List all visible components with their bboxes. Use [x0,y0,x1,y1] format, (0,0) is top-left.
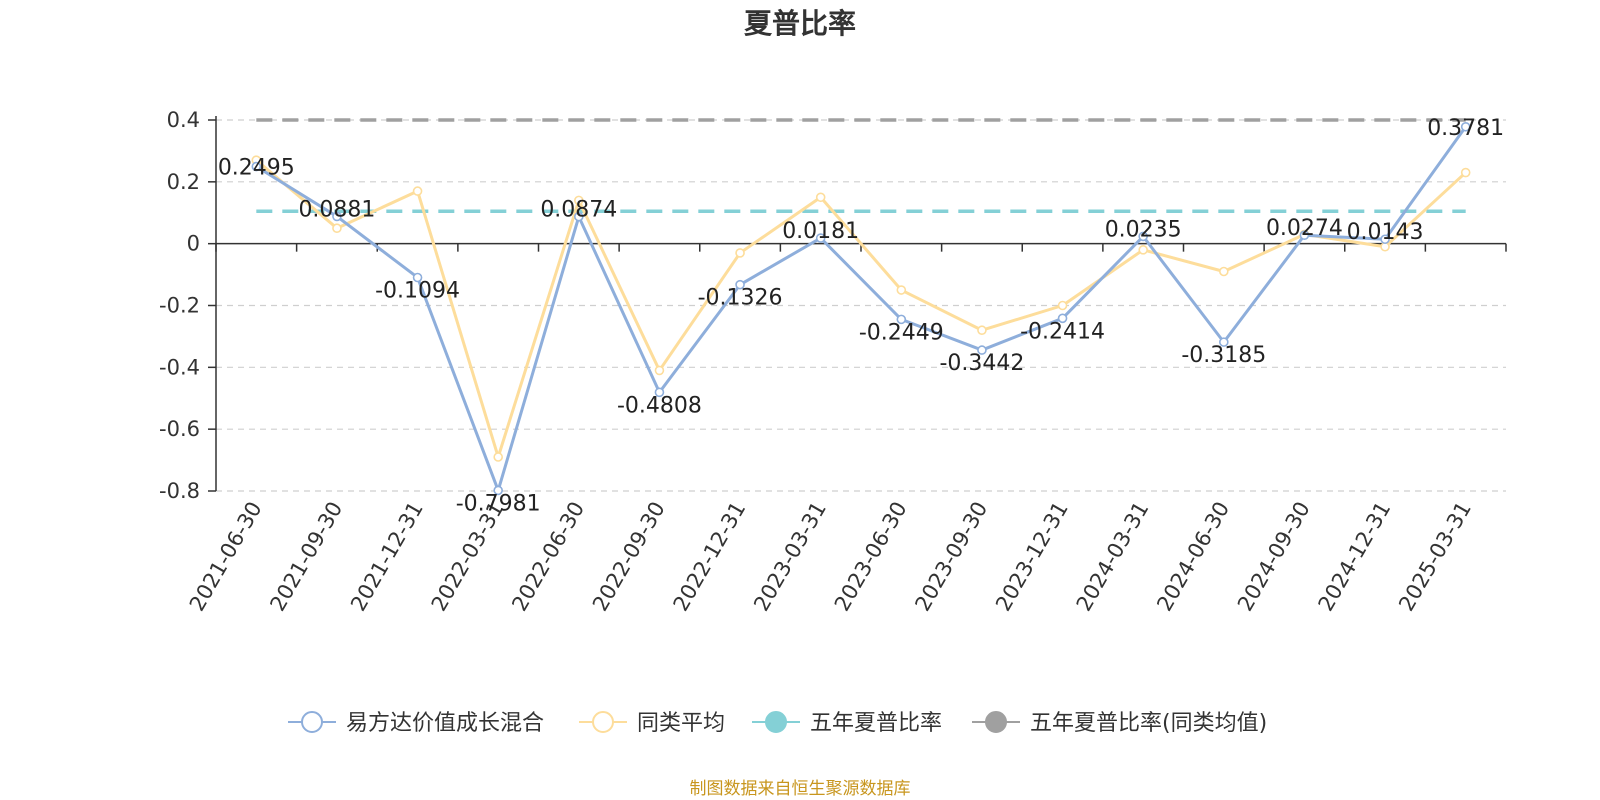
series-line [255,125,1467,492]
x-tick-label: 2021-06-30 [185,498,267,616]
data-label: 0.0274 [1266,216,1343,241]
x-tick-label: 2024-06-30 [1152,498,1234,616]
data-point[interactable] [1057,313,1068,324]
chart-title: 夏普比率 [744,7,856,40]
x-tick-label: 2021-12-31 [346,498,428,616]
data-label: -0.1326 [698,286,783,311]
data-label: 0.3781 [1427,116,1504,141]
legend-marker [985,711,1007,733]
x-tick-label: 2022-12-31 [669,498,751,616]
data-label: -0.1094 [375,278,460,303]
data-label: 0.0881 [298,197,375,222]
data-label: 0.0143 [1347,220,1424,245]
data-point[interactable] [735,279,745,290]
data-point[interactable] [654,365,665,376]
data-point[interactable] [977,345,987,355]
legend[interactable]: 易方达价值成长混合 同类平均 五年夏普比率 五年夏普比率(同类均值) [288,711,1267,736]
x-tick-label: 2024-03-31 [1072,498,1154,616]
data-label: -0.3185 [1181,343,1266,368]
x-tick-label: 2023-09-30 [910,498,992,616]
data-point[interactable] [654,387,665,398]
y-tick-label: -0.8 [159,479,200,503]
reference-lines [256,118,1466,213]
legend-item[interactable]: 同类平均 [579,711,725,736]
y-tick-label: -0.2 [159,294,200,318]
data-label: 0.0874 [540,198,617,223]
data-label: 0.0181 [782,219,859,244]
data-point[interactable] [1219,266,1229,277]
data-point[interactable] [574,195,584,206]
legend-marker [301,711,323,733]
data-label: -0.4808 [617,393,702,418]
data-point[interactable] [1138,245,1148,255]
series-line [255,159,1467,459]
y-tick-label: -0.4 [159,355,200,379]
data-point[interactable] [1219,337,1229,347]
data-point[interactable] [815,192,826,203]
data-point[interactable] [1380,234,1390,245]
data-point[interactable] [332,223,342,234]
data-point[interactable] [251,161,262,172]
x-tick-label: 2024-12-31 [1314,498,1396,616]
data-point[interactable] [1299,230,1310,240]
y-tick-label: 0 [187,232,200,256]
data-point[interactable] [896,314,907,325]
data-label: -0.2414 [1020,319,1105,344]
legend-item[interactable]: 易方达价值成长混合 [288,711,544,736]
source-note: 制图数据来自恒生聚源数据库 [690,779,911,799]
data-point[interactable] [1138,231,1148,242]
data-point[interactable] [493,485,503,496]
data-point[interactable] [977,325,987,336]
data-label: 0.0235 [1105,217,1182,242]
data-label: -0.7981 [456,491,541,516]
x-tick-label: 2023-06-30 [830,498,912,616]
data-point[interactable] [735,248,745,258]
x-tick-label: 2023-03-31 [749,498,831,616]
legend-item[interactable]: 五年夏普比率 [752,711,942,736]
x-tick-label: 2022-09-30 [588,498,670,616]
y-tick-label: 0.2 [167,170,200,194]
data-point[interactable] [574,211,584,222]
grid-layer [216,119,1506,492]
legend-label: 五年夏普比率 [810,711,942,736]
x-tick-label: 2024-09-30 [1233,498,1315,616]
data-point[interactable] [1057,300,1068,311]
y-tick-label: -0.6 [159,417,200,441]
legend-item[interactable]: 五年夏普比率(同类均值) [972,711,1267,736]
data-label: -0.3442 [939,351,1024,376]
data-point[interactable] [1460,167,1471,178]
legend-label: 五年夏普比率(同类均值) [1030,711,1267,736]
data-point[interactable] [412,272,423,283]
data-point[interactable] [815,233,826,243]
x-tick-label: 2023-12-31 [991,498,1073,616]
data-point[interactable] [896,285,907,295]
y-tick-label: 0.4 [167,108,200,132]
legend-label: 易方达价值成长混合 [346,711,544,736]
data-point[interactable] [493,452,503,462]
legend-marker [592,711,614,733]
data-point[interactable] [412,186,423,196]
series-layer [251,121,1471,496]
data-label: 0.2495 [218,156,295,181]
legend-marker [765,711,787,733]
x-tick-label: 2025-03-31 [1394,498,1476,616]
x-tick-label: 2021-09-30 [265,498,347,616]
data-point[interactable] [1460,121,1471,132]
axes: 0.4 0.2 0 -0.2 -0.4 -0.6 -0.82021-06-302021-09… [159,108,1507,616]
data-point[interactable] [332,211,342,222]
data-label: -0.2449 [859,320,944,345]
legend-label: 同类平均 [637,711,725,736]
